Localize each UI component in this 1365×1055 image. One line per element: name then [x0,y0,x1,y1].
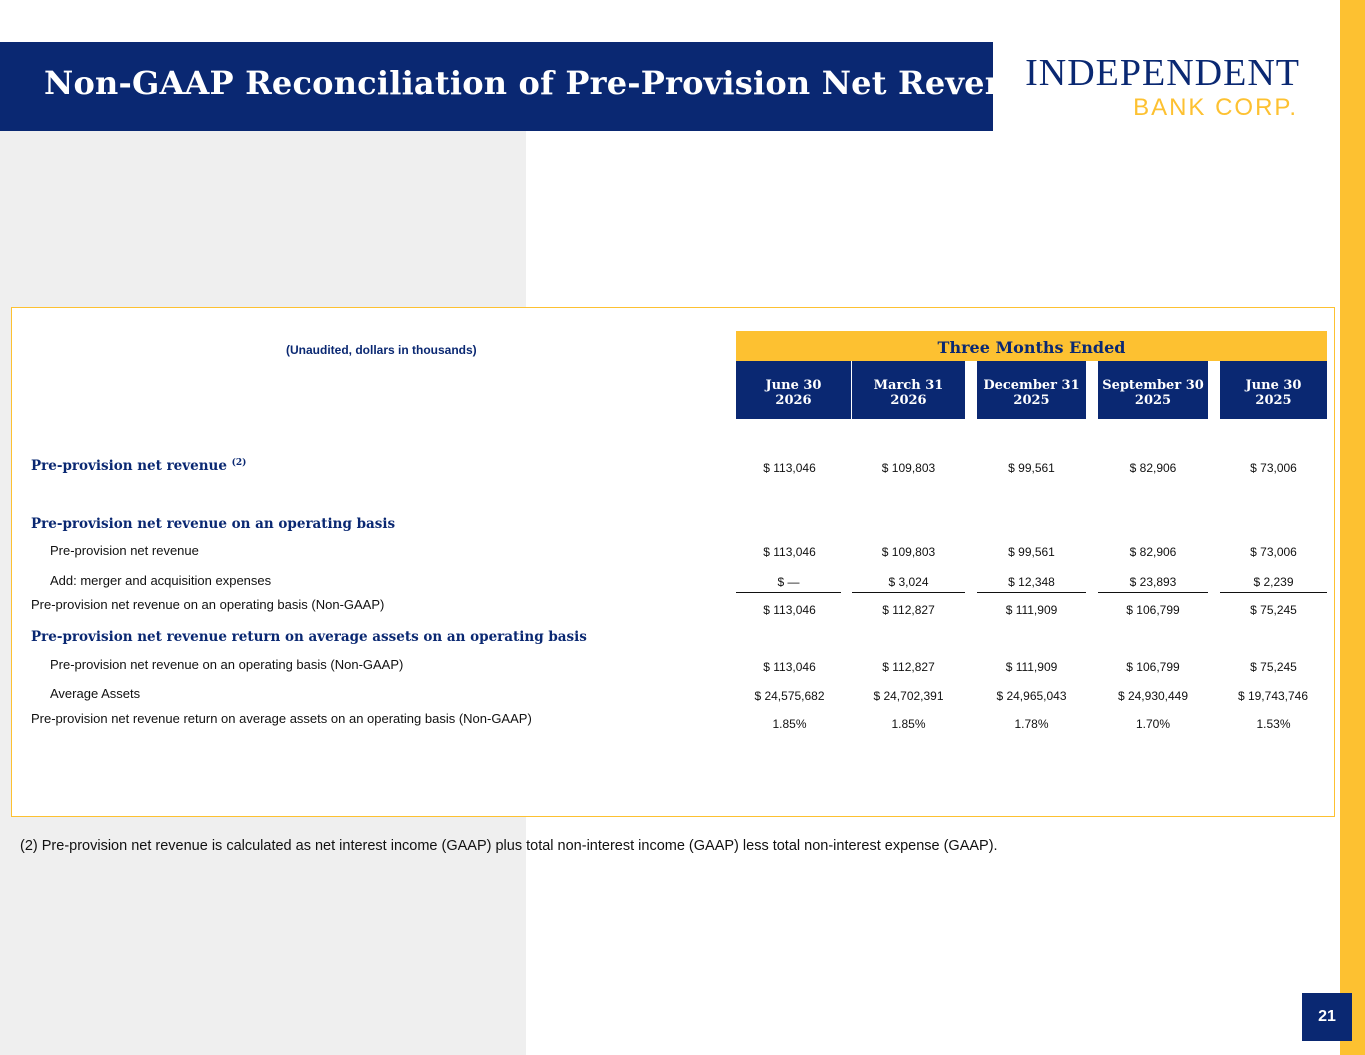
table-cell: $ 24,575,682 [754,689,825,703]
row-label: Pre-provision net revenue on an operatin… [50,657,404,672]
table-cell: $ 99,561 [1008,461,1055,475]
column-header: June 30 2025 [1220,361,1327,419]
table-cell: $ 109,803 [881,461,936,475]
table-cell: $ 19,743,746 [1237,689,1309,703]
table-cell: $ 75,245 [1250,660,1297,674]
table-cell: $ 111,909 [1005,660,1058,674]
table-cell: $ 113,046 [763,603,816,617]
column-header-year: 2025 [1134,393,1172,408]
table-cell: $ 24,965,043 [996,689,1067,703]
table-cell: $ 82,906 [1129,461,1177,475]
table-cell: $ 111,909 [1005,603,1058,617]
table-cell: 1.78% [1014,717,1049,731]
column-header: September 30 2025 [1098,361,1208,419]
column-header: December 31 2025 [977,361,1086,419]
table-cell: $ 82,906 [1129,545,1177,559]
logo-text-primary: INDEPENDENT [1025,52,1300,94]
page-number: 21 [1302,993,1352,1041]
row-label: Add: merger and acquisition expenses [50,573,272,588]
column-header: June 30 2026 [736,361,851,419]
table-cell: $ 112,827 [882,603,935,617]
table-cell: 1.70% [1135,717,1171,731]
table-cell: $ 12,348 [977,575,1086,593]
column-header-month: March 31 [873,378,944,393]
table-cell: $ 75,245 [1250,603,1297,617]
table-cell: $ 113,046 [763,660,816,674]
table-cell: 1.85% [891,717,926,731]
table-cell: $ 112,827 [882,660,935,674]
footnote: (2) Pre-provision net revenue is calcula… [20,838,998,854]
table-cell: $ 106,799 [1126,603,1180,617]
table-cell: $ 113,046 [763,545,816,559]
table-cell: $ 106,799 [1126,660,1180,674]
footnote-ref: (2) [231,458,247,468]
table-cell: $ — [736,575,841,593]
table-cell: $ 73,006 [1250,545,1297,559]
row-label: Pre-provision net revenue on an operatin… [31,597,385,612]
column-header-month: December 31 [983,378,1080,393]
table-cell: $ 24,930,449 [1117,689,1189,703]
section-heading: Pre-provision net revenue on an operatin… [31,516,396,532]
company-logo: INDEPENDENT BANK CORP. [1025,52,1300,124]
column-header-month: September 30 [1102,378,1204,393]
table-cell: 1.85% [772,717,807,731]
row-label: Pre-provision net revenue (2) [31,458,247,474]
period-header: Three Months Ended [736,331,1327,361]
unaudited-note: (Unaudited, dollars in thousands) [286,343,477,357]
table-cell: 1.53% [1256,717,1291,731]
column-header-month: June 30 [765,378,822,393]
table-cell: $ 99,561 [1008,545,1055,559]
column-header-year: 2025 [1255,393,1292,408]
logo-text-secondary: BANK CORP. [1133,94,1298,121]
column-header: March 31 2026 [852,361,965,419]
table-cell: $ 73,006 [1250,461,1297,475]
page-title: Non-GAAP Reconciliation of Pre-Provision… [44,64,1053,102]
row-label: Average Assets [50,686,141,701]
column-header-month: June 30 [1245,378,1302,393]
column-header-year: 2026 [890,393,927,408]
accent-stripe [1340,0,1365,1055]
title-bar [0,42,993,131]
table-cell: $ 23,893 [1098,575,1208,593]
column-header-year: 2025 [1013,393,1050,408]
table-cell: $ 3,024 [852,575,965,593]
table-cell: $ 109,803 [881,545,936,559]
table-cell: $ 24,702,391 [873,689,944,703]
table-cell: $ 2,239 [1220,575,1327,593]
row-label: Pre-provision net revenue return on aver… [31,711,532,726]
row-label: Pre-provision net revenue [50,543,199,558]
section-heading: Pre-provision net revenue return on aver… [31,629,587,645]
table-cell: $ 113,046 [763,461,816,475]
column-header-year: 2026 [775,393,812,408]
